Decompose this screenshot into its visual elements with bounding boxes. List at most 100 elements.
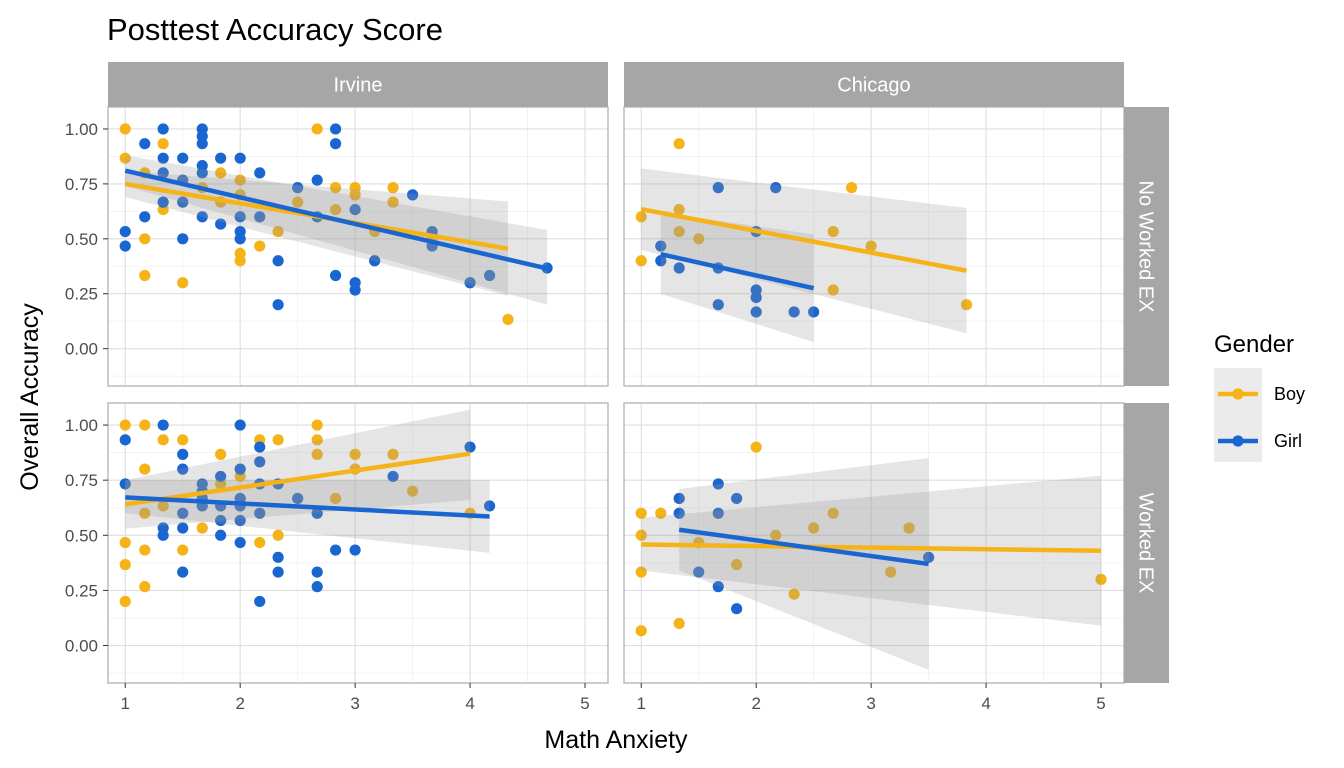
point-girl <box>177 152 189 164</box>
points-boy <box>635 138 973 311</box>
point-girl <box>292 492 304 505</box>
confidence-band-girl <box>125 480 490 553</box>
y-tick-label: 0.00 <box>65 637 98 656</box>
point-girl <box>157 167 169 179</box>
point-girl <box>119 434 131 446</box>
point-boy <box>119 419 131 431</box>
strip-background <box>1124 107 1169 386</box>
point-boy <box>157 434 169 446</box>
x-axis-title: Math Anxiety <box>544 726 688 754</box>
panel-irvine-worked-ex <box>107 402 609 684</box>
point-girl <box>349 284 361 296</box>
point-girl <box>311 174 323 186</box>
fit-line-boy <box>124 451 471 507</box>
point-girl <box>196 211 208 223</box>
points-girl <box>119 419 496 608</box>
point-girl <box>329 269 342 282</box>
x-tick-label: 4 <box>465 694 474 713</box>
point-girl <box>254 211 266 223</box>
panel-background <box>623 402 1125 684</box>
point-boy <box>139 463 151 475</box>
strip-worked-ex: Worked EX <box>1124 403 1169 683</box>
confidence-band-girl <box>679 458 929 670</box>
strip-chicago: Chicago <box>624 62 1124 107</box>
point-boy <box>311 434 323 446</box>
point-boy <box>903 522 915 534</box>
y-tick-label: 1.00 <box>65 120 98 139</box>
point-girl <box>329 544 342 556</box>
point-boy <box>387 182 399 194</box>
y-tick-label: 0.00 <box>65 340 98 359</box>
point-boy <box>693 233 705 245</box>
panel-chicago-worked-ex <box>623 402 1125 684</box>
point-boy <box>272 434 284 446</box>
x-tick-label: 4 <box>981 694 990 713</box>
point-boy <box>827 507 839 519</box>
point-girl <box>292 182 304 194</box>
point-boy <box>827 284 839 296</box>
fit-line-boy <box>640 206 967 273</box>
point-boy <box>635 566 647 578</box>
fit-line-girl <box>660 251 815 291</box>
panel-chicago-no-worked-ex <box>623 106 1125 387</box>
point-girl <box>272 566 284 578</box>
point-girl <box>712 507 724 519</box>
point-girl <box>731 492 743 505</box>
point-girl <box>808 306 820 318</box>
point-girl <box>177 233 189 245</box>
legend-key-background <box>1214 368 1262 462</box>
point-girl <box>272 255 284 267</box>
point-boy <box>673 203 685 216</box>
point-girl <box>139 138 151 150</box>
point-boy <box>177 277 189 289</box>
point-boy <box>119 152 131 164</box>
legend-label-boy: Boy <box>1274 384 1305 404</box>
point-boy <box>635 625 647 637</box>
points-boy <box>119 419 476 608</box>
fit-line-girl <box>125 495 490 519</box>
point-girl <box>215 514 227 527</box>
y-tick-label: 0.25 <box>65 581 98 600</box>
point-boy <box>139 419 151 431</box>
point-girl <box>215 529 227 541</box>
point-girl <box>349 203 361 216</box>
point-boy <box>635 507 647 519</box>
point-boy <box>215 167 227 179</box>
point-girl <box>712 581 724 593</box>
point-girl <box>712 299 724 311</box>
point-girl <box>311 507 323 519</box>
point-girl <box>234 419 246 431</box>
strip-irvine: Irvine <box>108 62 608 107</box>
legend: Gender Boy Girl <box>1214 331 1305 462</box>
y-tick-label: 1.00 <box>65 416 98 435</box>
confidence-band-girl <box>125 155 548 305</box>
point-boy <box>885 566 897 578</box>
point-girl <box>157 123 169 135</box>
point-girl <box>215 152 227 164</box>
point-girl <box>673 262 685 274</box>
panel-irvine-no-worked-ex <box>107 106 609 387</box>
point-girl <box>693 566 705 578</box>
point-boy <box>119 123 131 135</box>
point-girl <box>196 167 208 179</box>
strip-label: No Worked EX <box>1135 181 1157 313</box>
point-girl <box>712 182 724 194</box>
point-girl <box>215 218 227 230</box>
strip-label: Irvine <box>334 75 383 97</box>
confidence-band-boy <box>125 409 471 529</box>
point-girl <box>119 240 131 252</box>
point-boy <box>292 196 304 208</box>
panels-layer <box>107 106 1125 684</box>
point-girl <box>731 603 743 615</box>
point-girl <box>177 196 189 208</box>
point-girl <box>157 196 169 208</box>
point-boy <box>272 529 284 541</box>
point-girl <box>157 529 169 541</box>
point-boy <box>139 581 151 593</box>
point-girl <box>311 566 323 578</box>
point-girl <box>177 448 189 460</box>
point-girl <box>157 152 169 164</box>
point-boy <box>349 448 361 460</box>
y-tick-label: 0.75 <box>65 471 98 490</box>
